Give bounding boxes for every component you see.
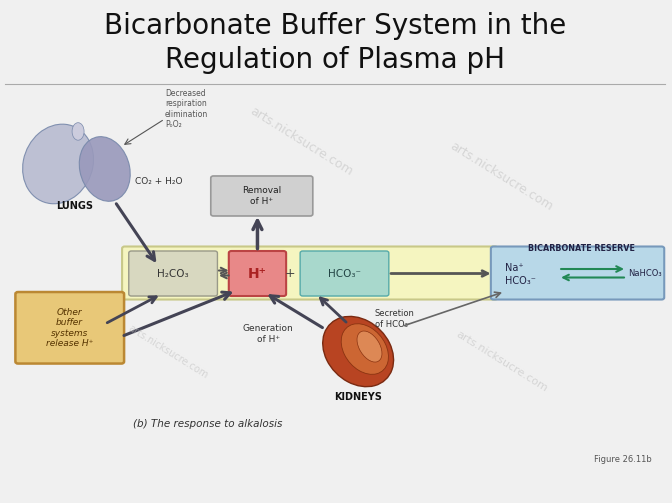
FancyBboxPatch shape <box>228 251 286 296</box>
Text: LUNGS: LUNGS <box>56 202 93 211</box>
Text: HCO₃⁻: HCO₃⁻ <box>505 276 536 286</box>
Text: arts.nicksucre.com: arts.nicksucre.com <box>248 105 355 179</box>
Ellipse shape <box>23 124 93 204</box>
Ellipse shape <box>79 137 130 201</box>
Text: (b) The response to alkalosis: (b) The response to alkalosis <box>134 419 283 429</box>
Text: CO₂ + H₂O: CO₂ + H₂O <box>135 177 182 186</box>
FancyBboxPatch shape <box>15 292 124 364</box>
FancyBboxPatch shape <box>129 251 218 296</box>
Text: Secretion
of HCO₃⁻: Secretion of HCO₃⁻ <box>375 309 415 329</box>
Text: HCO₃⁻: HCO₃⁻ <box>328 269 361 279</box>
Text: Na⁺: Na⁺ <box>505 263 523 273</box>
Ellipse shape <box>72 123 84 140</box>
Text: arts.nicksucre.com: arts.nicksucre.com <box>454 329 549 394</box>
Text: +: + <box>284 267 295 280</box>
FancyBboxPatch shape <box>211 176 312 216</box>
Text: Other
buffer
systems
release H⁺: Other buffer systems release H⁺ <box>46 308 93 348</box>
Text: arts.nicksucre.com: arts.nicksucre.com <box>126 323 210 380</box>
Text: Bicarbonate Buffer System in the: Bicarbonate Buffer System in the <box>103 13 566 40</box>
Text: Figure 26.11b: Figure 26.11b <box>594 455 652 464</box>
Text: NaHCO₃: NaHCO₃ <box>628 269 662 278</box>
Text: H₂CO₃: H₂CO₃ <box>157 269 189 279</box>
FancyBboxPatch shape <box>300 251 389 296</box>
FancyBboxPatch shape <box>122 246 497 299</box>
Ellipse shape <box>341 324 388 374</box>
Text: KIDNEYS: KIDNEYS <box>334 391 382 401</box>
Text: Removal
of H⁺: Removal of H⁺ <box>242 186 282 206</box>
FancyBboxPatch shape <box>491 246 664 299</box>
Text: BICARBONATE RESERVE: BICARBONATE RESERVE <box>528 244 635 254</box>
Ellipse shape <box>323 316 394 387</box>
Text: Regulation of Plasma pH: Regulation of Plasma pH <box>165 46 505 74</box>
Text: H⁺: H⁺ <box>248 267 267 281</box>
Text: Decreased
respiration
elimination
PₒO₂: Decreased respiration elimination PₒO₂ <box>165 89 208 129</box>
Ellipse shape <box>357 331 382 362</box>
Text: Generation
of H⁺: Generation of H⁺ <box>243 324 294 344</box>
Text: arts.nicksucre.com: arts.nicksucre.com <box>448 139 555 213</box>
